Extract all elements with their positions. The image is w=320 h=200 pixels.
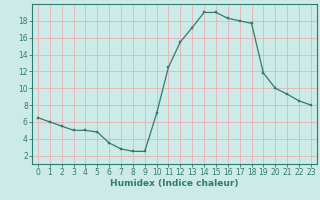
X-axis label: Humidex (Indice chaleur): Humidex (Indice chaleur) (110, 179, 239, 188)
